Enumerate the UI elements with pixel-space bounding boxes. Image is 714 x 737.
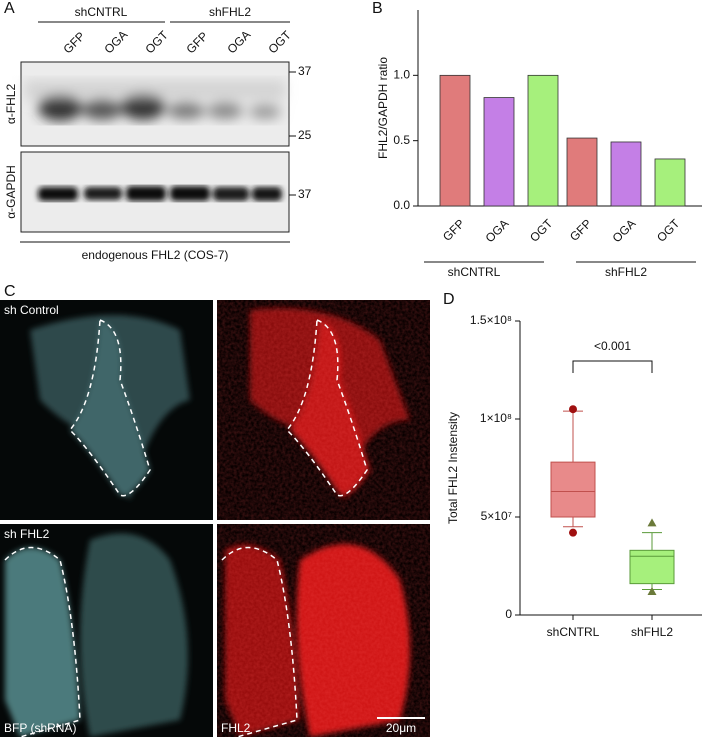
panel-label: D [443,291,455,308]
y-axis-label: Total FHL2 Instensity [446,412,460,524]
group-label: shFHL2 [605,265,647,279]
bar [439,74,471,207]
outlier [569,528,577,537]
bar [654,158,686,207]
lane-label: GFP [183,29,210,56]
scale-bar-label: 20μm [386,721,416,735]
mw-marker: 37 [298,64,312,78]
y-tick-label: 1×10⁸ [480,411,512,425]
bar [610,141,642,207]
y-tick-label: 0.5 [393,133,410,147]
x-tick-label: OGT [654,216,683,245]
mw-marker: 25 [298,128,312,142]
x-tick-label: GFP [440,216,467,243]
channel-label: FHL2 [221,721,251,735]
lane-label: GFP [60,29,87,56]
outlier [647,518,657,527]
row-label: sh Control [4,303,59,317]
blot-caption: endogenous FHL2 (COS-7) [82,248,229,262]
blot: shCNTRL shFHL2 37 25 37 α-FHL2 α-GAPDH [4,5,312,262]
significance-bracket [572,360,653,373]
microscopy: sh Control sh FHL2 BFP (shRNA) FHL2 20μm [0,300,430,737]
bar [483,97,515,207]
y-axis-label: FHL2/GAPDH ratio [376,57,390,159]
lane-label: OGA [224,28,253,57]
y-tick-label: 0 [505,607,512,621]
bar [527,74,559,207]
x-tick-label: shCNTRL [547,625,600,639]
y-tick-label: 0.0 [393,198,410,212]
box [550,461,596,518]
bands-gapdh [38,186,282,201]
group-label: shFHL2 [209,5,251,19]
y-tick-label: 5×10⁷ [481,509,512,523]
mw-marker: 37 [298,187,312,201]
group-label: shCNTRL [75,5,128,19]
x-tick-label: GFP [567,216,594,243]
panel-label: C [4,283,16,300]
bands-fhl2 [25,80,285,121]
panel-label: A [4,0,15,17]
outlier [569,405,577,414]
lane-label: OGT [265,28,294,57]
significance-label: <0.001 [594,339,631,353]
group-label: shCNTRL [448,265,501,279]
y-tick-label: 1.5×10⁸ [470,313,512,327]
x-tick-label: OGA [483,216,512,245]
y-tick-label: 1.0 [393,68,410,82]
antibody-label: α-FHL2 [4,84,18,125]
channel-label: BFP (shRNA) [4,721,76,735]
row-label: sh FHL2 [4,527,50,541]
outlier [647,586,657,595]
box [629,549,675,585]
panel-label: B [372,0,383,17]
x-tick-label: OGT [527,216,556,245]
antibody-label: α-GAPDH [4,165,18,219]
x-tick-label: OGA [610,216,639,245]
lane-label: OGA [101,28,130,57]
x-tick-label: shFHL2 [631,625,673,639]
lane-label: OGT [142,28,171,57]
bar [566,137,598,207]
